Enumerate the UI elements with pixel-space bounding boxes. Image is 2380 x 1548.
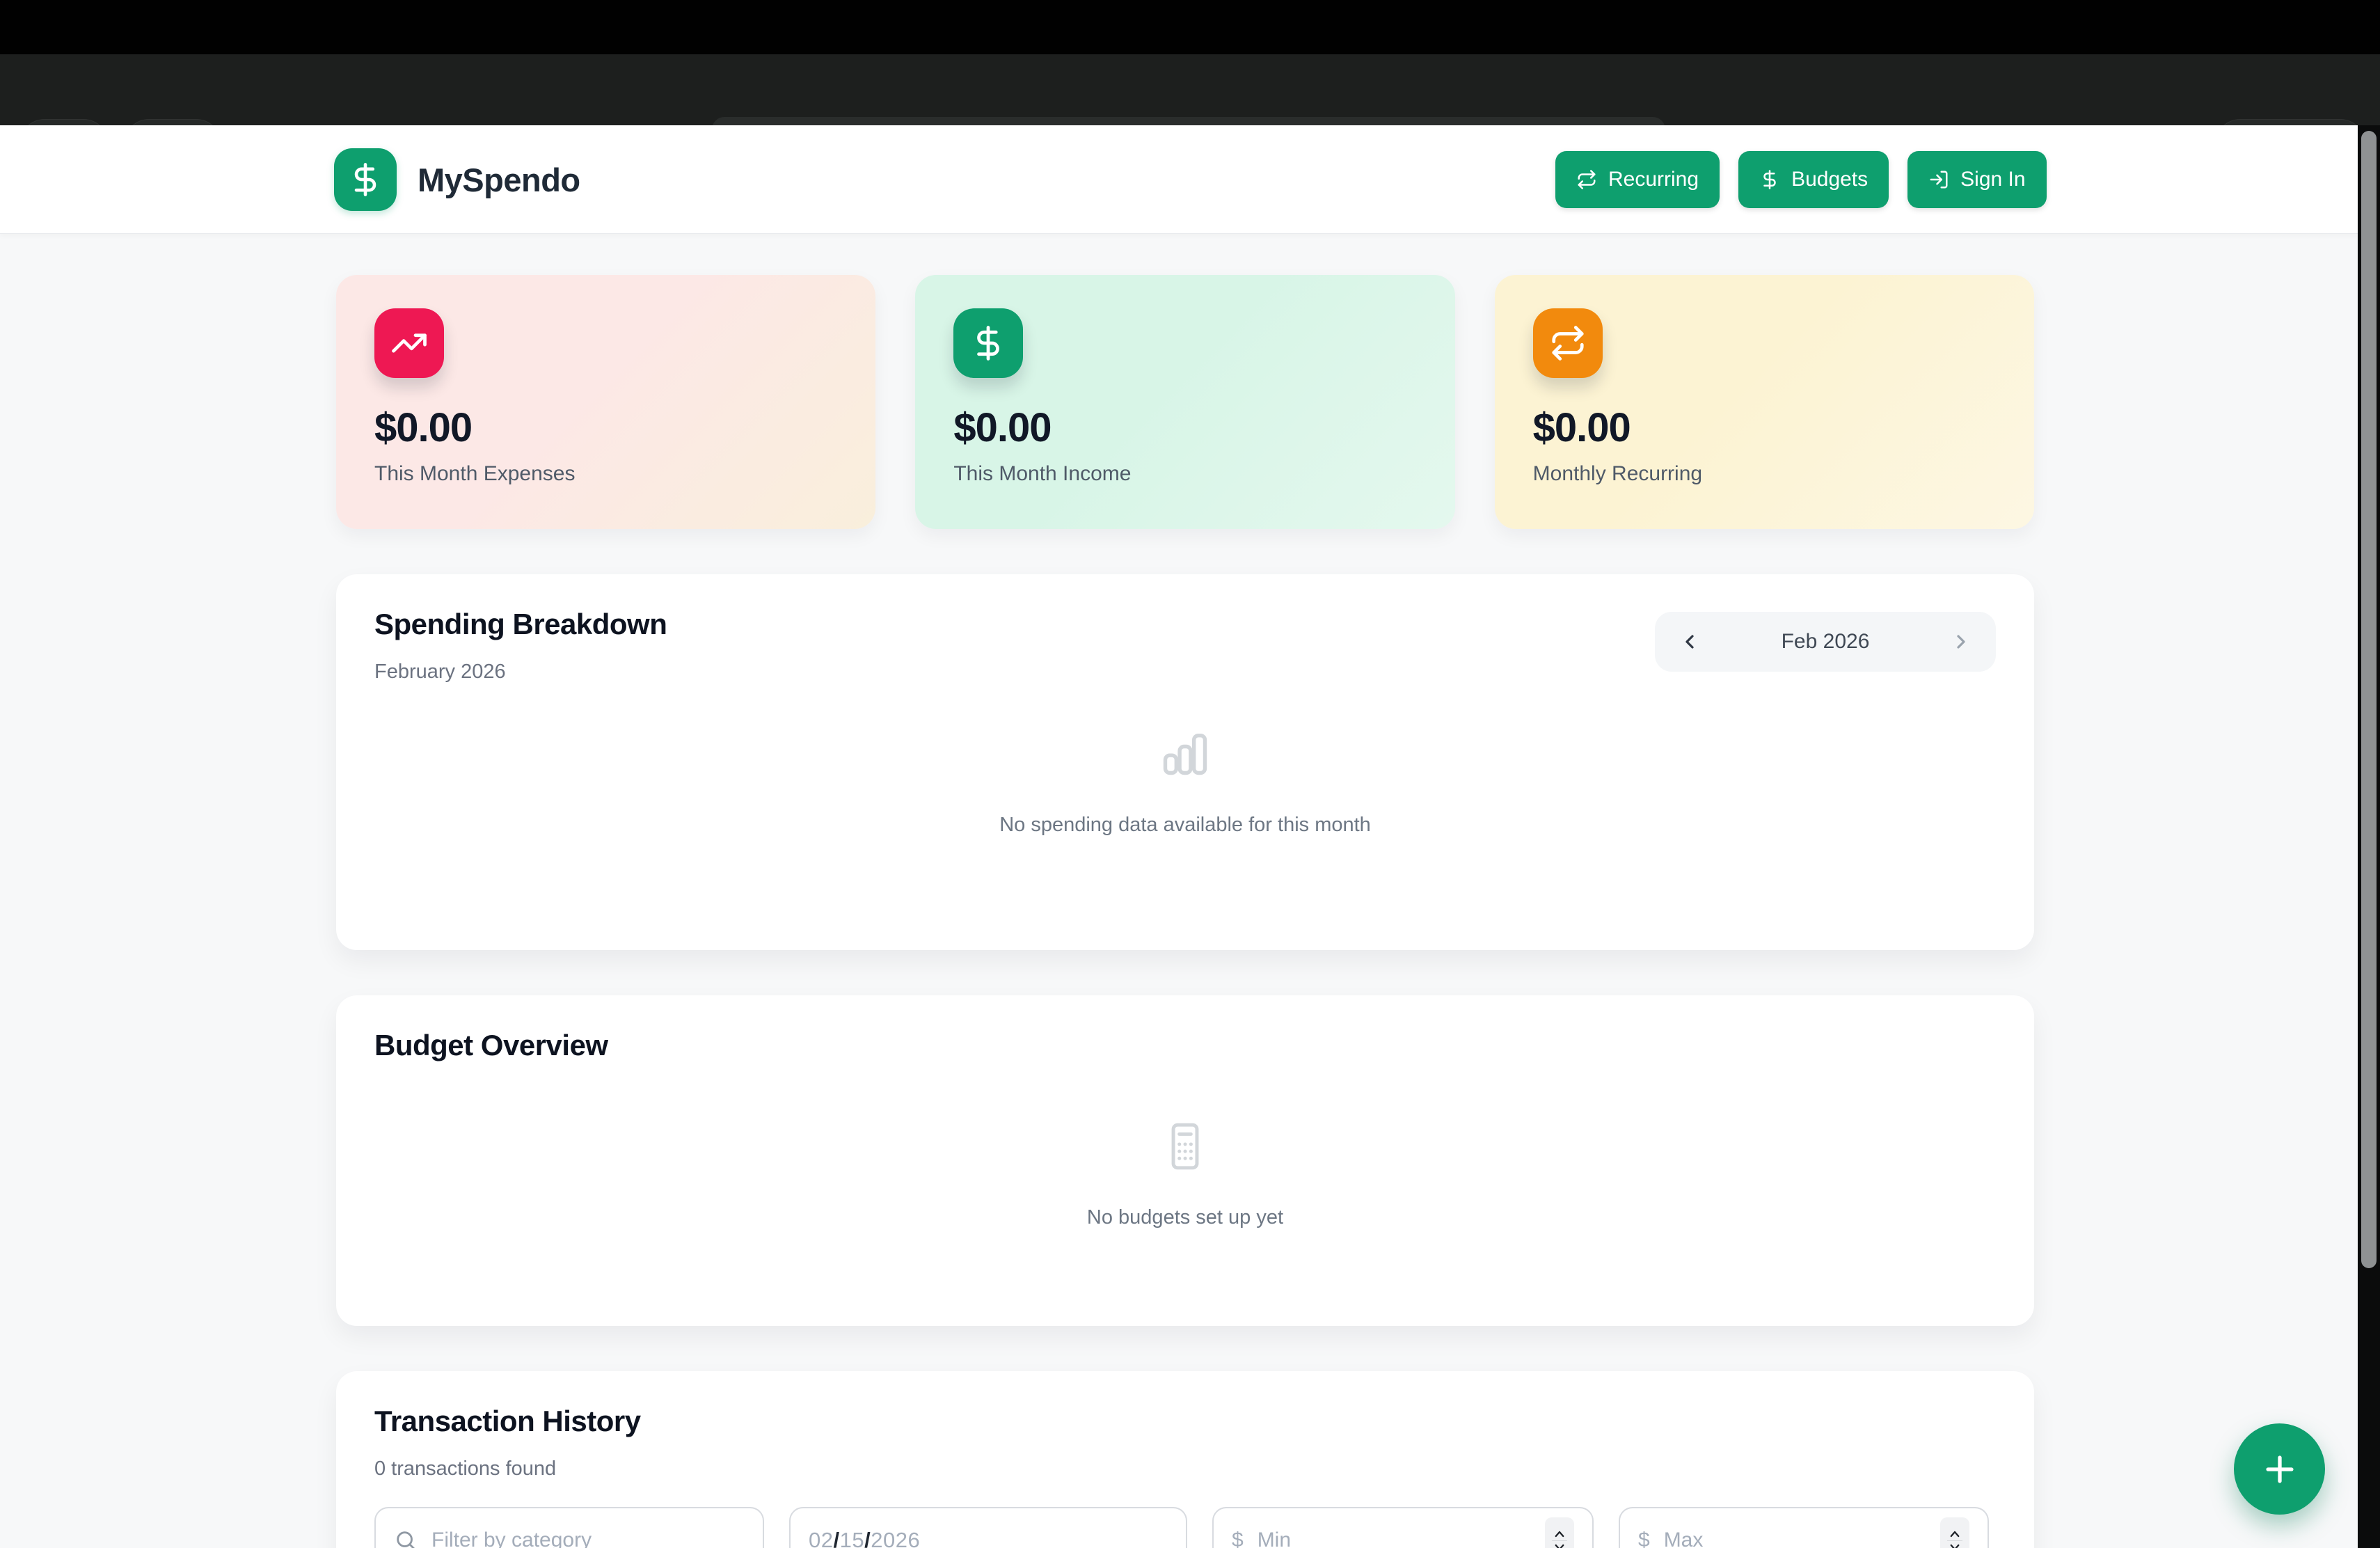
recurring-label: Monthly Recurring [1532,462,1703,485]
scrollbar-thumb[interactable] [2361,131,2377,1268]
app-logo[interactable]: MySpendo [334,148,580,211]
transaction-history-card: Transaction History 0 transactions found… [336,1371,2034,1548]
spending-empty-state: No spending data available for this mont… [374,727,1996,837]
month-label: Feb 2026 [1781,630,1870,653]
search-icon [394,1529,418,1548]
month-navigator: Feb 2026 [1655,612,1996,672]
max-amount-input[interactable] [1663,1529,1926,1548]
stats-row: $0.00 This Month Expenses $0.00 This Mon… [336,275,2034,529]
budget-overview-card: Budget Overview No budgets set up yet [336,995,2034,1326]
window-top-strip [0,0,2380,54]
min-amount-field[interactable]: $ [1212,1507,1594,1548]
add-transaction-fab[interactable] [2234,1423,2325,1515]
transaction-filters: 02/15/2026 $ $ [374,1507,1996,1548]
dollar-icon [1759,169,1780,190]
date-filter-value: 02/15/2026 [809,1528,921,1548]
budgets-button[interactable]: Budgets [1738,151,1889,208]
expenses-value: $0.00 [374,405,473,450]
scrollbar-track[interactable] [2358,125,2380,1548]
spending-title: Spending Breakdown [374,608,667,640]
dollar-logo-icon [334,148,397,211]
plus-icon [2260,1449,2300,1490]
min-amount-input[interactable] [1257,1529,1531,1548]
category-filter-field[interactable] [374,1507,764,1548]
currency-symbol: $ [1638,1529,1650,1548]
calculator-icon [1159,1121,1211,1176]
budget-empty-text: No budgets set up yet [1086,1206,1284,1229]
sign-in-label: Sign In [1960,168,2026,191]
recurring-value: $0.00 [1532,405,1631,450]
expenses-stat-card: $0.00 This Month Expenses [336,275,876,529]
header-nav: Recurring Budgets [1555,151,2047,208]
budget-empty-state: No budgets set up yet [374,1121,1996,1229]
spending-breakdown-card: Spending Breakdown February 2026 Feb 202… [336,574,2034,950]
recurring-label: Recurring [1608,168,1699,191]
browser-toolbar: myspendo.vercel.app [0,54,2380,171]
repeat-icon [1576,169,1597,190]
app-name: MySpendo [418,161,580,198]
date-filter-field[interactable]: 02/15/2026 [789,1507,1187,1548]
recurring-stat-card: $0.00 Monthly Recurring [1494,275,2034,529]
dollar-icon [953,308,1024,378]
expenses-label: This Month Expenses [374,462,576,485]
sign-in-button[interactable]: Sign In [1907,151,2047,208]
repeat-icon [1532,308,1603,378]
bar-chart-icon [1159,727,1212,783]
recurring-button[interactable]: Recurring [1555,151,1720,208]
income-value: $0.00 [953,405,1052,450]
min-amount-stepper[interactable] [1545,1517,1574,1548]
spending-subtitle: February 2026 [374,661,506,683]
income-label: This Month Income [953,462,1132,485]
trending-up-icon [374,308,444,378]
category-filter-input[interactable] [431,1529,745,1548]
currency-symbol: $ [1232,1529,1244,1548]
next-month-button[interactable] [1950,631,1972,653]
log-in-icon [1928,169,1949,190]
income-stat-card: $0.00 This Month Income [915,275,1455,529]
transactions-count: 0 transactions found [374,1458,557,1480]
budget-title: Budget Overview [374,1029,608,1061]
max-amount-stepper[interactable] [1940,1517,1969,1548]
web-page: MySpendo Recurring [0,125,2358,1548]
site-header: MySpendo Recurring [0,125,2358,234]
max-amount-field[interactable]: $ [1619,1507,1989,1548]
spending-empty-text: No spending data available for this mont… [999,814,1371,836]
transactions-title: Transaction History [374,1405,641,1437]
prev-month-button[interactable] [1679,631,1701,653]
budgets-label: Budgets [1791,168,1869,191]
